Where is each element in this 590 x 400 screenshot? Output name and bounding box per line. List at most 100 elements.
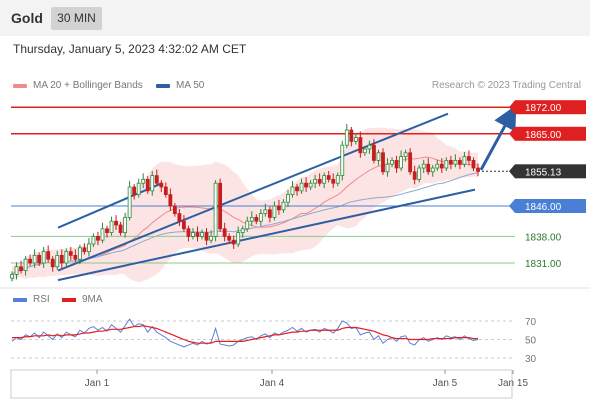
candle-body (344, 129, 349, 146)
legend-label-bollinger: MA 20 + Bollinger Bands (33, 80, 143, 91)
candle-body (263, 209, 268, 215)
candle-body (290, 186, 295, 195)
candle-body (313, 178, 318, 184)
candle-body (136, 182, 141, 195)
candle-body (399, 156, 403, 169)
candle-body (96, 235, 100, 241)
candle-body (403, 152, 408, 158)
candle-body (10, 273, 14, 279)
candle-body (448, 159, 453, 165)
time-axis-frame (10, 369, 513, 399)
level-label-pointer-1846.00 (509, 199, 515, 213)
candle-body (64, 251, 69, 264)
rsi-tick-50: 50 (525, 336, 537, 347)
candle-body (118, 224, 123, 233)
candle-body (277, 205, 281, 211)
candle-body (209, 235, 213, 241)
candle-body (304, 182, 308, 188)
candle-body (439, 163, 444, 169)
candle-body (258, 213, 263, 222)
level-label-1855.13: 1855.13 (525, 167, 562, 178)
candle-body (430, 167, 435, 173)
time-axis: Jan 1 Jan 4 Jan 5 Jan 15 (10, 369, 528, 399)
candle-body (68, 251, 73, 256)
level-label-1846.00: 1846.00 (525, 202, 562, 213)
candle-body (308, 182, 313, 188)
timeframe-button[interactable]: 30 MIN (51, 7, 102, 30)
chart-credit: Research © 2023 Trading Central (431, 80, 581, 91)
candle-body (213, 182, 218, 237)
candle-body (376, 152, 381, 161)
candle-body (249, 216, 254, 222)
candle-body (195, 232, 200, 237)
candle-body (340, 144, 345, 176)
candle-body (453, 159, 458, 165)
level-label-1831.00: 1831.00 (525, 259, 562, 270)
rsi-series-9ma (12, 325, 478, 344)
channel-upper (57, 112, 449, 272)
candle-body (168, 194, 173, 207)
candle-body (390, 159, 394, 165)
candle-body (385, 163, 390, 173)
candle-body (394, 159, 399, 169)
channel-mid (57, 182, 163, 229)
level-label-box-1865.00 (515, 126, 586, 141)
candle-body (267, 209, 272, 218)
candle-body (254, 216, 259, 222)
indicator-label-9ma: 9MA (82, 294, 103, 305)
candle-body (281, 201, 286, 211)
candle-body (109, 220, 114, 233)
legend-item-ma50: MA 50 (156, 80, 204, 91)
candle-body (322, 175, 327, 184)
channel-lower (57, 188, 476, 282)
candle-body (87, 243, 91, 252)
legend-swatch-bollinger (13, 83, 27, 88)
rsi-tick-30: 30 (525, 354, 537, 365)
level-label-box-1846.00 (515, 199, 586, 213)
candle-body (444, 159, 449, 169)
level-label-1865.00: 1865.00 (525, 130, 562, 141)
rsi-series-rsi (11, 318, 479, 348)
candle-body (367, 144, 372, 150)
x-tick-label: Jan 15 (498, 378, 528, 389)
candle-body (227, 235, 232, 241)
level-label-pointer-1872.00 (509, 100, 515, 115)
candle-body (46, 251, 51, 260)
channel-layer (57, 104, 517, 282)
candle-body (299, 182, 304, 192)
candle-body (421, 163, 426, 169)
candle-body (353, 137, 358, 142)
candle-body (145, 178, 150, 192)
candle-body (204, 232, 209, 241)
candle-body (458, 159, 462, 165)
level-label-pointer-1855.13 (509, 164, 515, 179)
candle-body (28, 258, 32, 264)
indicator-legend-9ma: 9MA (62, 294, 103, 305)
x-tick-label: Jan 5 (433, 378, 458, 389)
indicator-swatch-rsi (13, 297, 27, 302)
candle-body (77, 247, 82, 260)
candle-body (163, 186, 168, 195)
candle-body (132, 186, 137, 195)
candle-body (331, 178, 336, 184)
candle-body (127, 186, 132, 218)
candle-body (141, 178, 146, 184)
candle-body (123, 216, 128, 233)
candle-body (218, 182, 223, 230)
candle-body (50, 258, 55, 268)
candle-body (37, 254, 42, 264)
candle-body (358, 137, 363, 154)
legend-swatch-ma50 (156, 83, 170, 88)
candle-body (236, 232, 241, 245)
candle-body (326, 175, 331, 180)
x-tick-label: Jan 4 (260, 378, 285, 389)
level-label-1872.00: 1872.00 (525, 103, 562, 114)
candle-body (23, 258, 28, 272)
projection-arrow (479, 104, 517, 171)
candle-body (191, 232, 195, 237)
level-label-pointer-1865.00 (509, 126, 515, 141)
chart-datetime: Thursday, January 5, 2023 4:32:02 AM CET (13, 42, 247, 56)
candle-body (317, 178, 322, 184)
candle-body (172, 205, 177, 214)
